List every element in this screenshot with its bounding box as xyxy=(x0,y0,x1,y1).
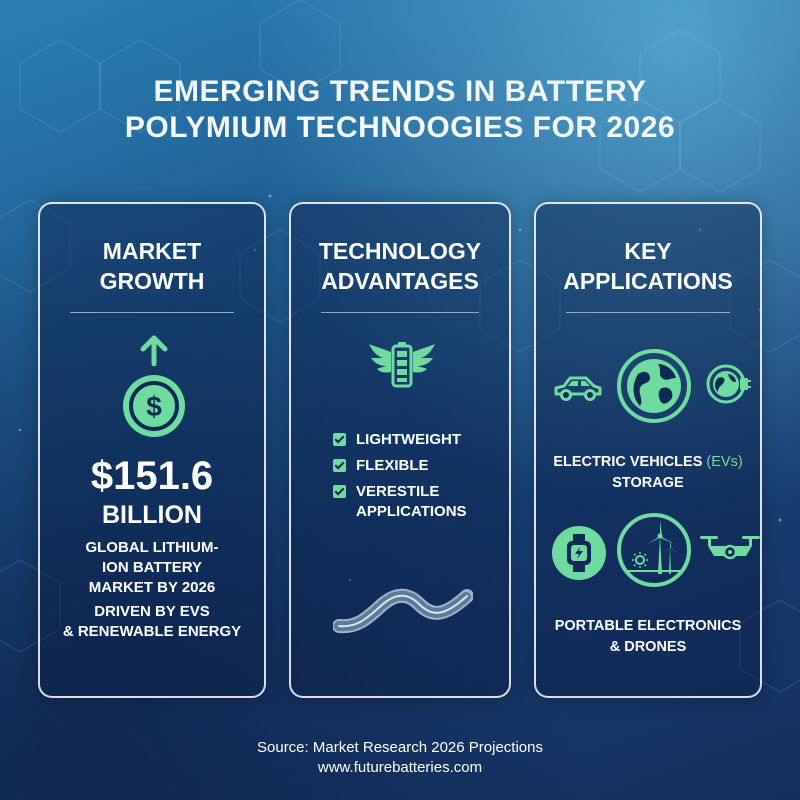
check-icon xyxy=(333,433,346,446)
key-applications-title-line-2: APPLICATIONS xyxy=(563,268,733,294)
advantage-label: FLEXIBLE xyxy=(356,457,429,474)
globe-icon xyxy=(617,349,691,423)
flexible-battery-strip-icon xyxy=(333,588,473,634)
key-applications-title: KEY APPLICATIONS xyxy=(536,236,760,296)
smartwatch-icon xyxy=(552,526,606,580)
ev-label-accent: (EVs) xyxy=(706,454,743,470)
wind-turbine-icon xyxy=(617,513,691,587)
drone-icon xyxy=(700,536,760,560)
globe-plug-icon xyxy=(706,364,751,404)
market-growth-title-line-2: GROWTH xyxy=(99,268,205,294)
technology-advantages-title-line-2: ADVANTAGES xyxy=(321,268,479,294)
source-footer: Source: Market Research 2026 Projections… xyxy=(0,738,800,778)
key-applications-divider xyxy=(566,312,730,313)
advantage-versatile: VERESTILE APPLICATIONS xyxy=(333,482,467,522)
dollar-coin-icon: $ xyxy=(123,375,185,437)
source-website: www.futurebatteries.com xyxy=(317,759,483,776)
ev-storage-label: ELECTRIC VEHICLES (EVs) STORAGE xyxy=(536,452,760,494)
technology-advantages-card: TECHNOLOGY ADVANTAGES LIGHTWEIGHT FLEXIB… xyxy=(289,202,511,698)
market-description-line-2: ION BATTERY xyxy=(102,559,202,576)
car-icon xyxy=(554,376,602,401)
portable-electronics-label: PORTABLE ELECTRONICS & DRONES xyxy=(536,616,760,658)
technology-advantages-divider xyxy=(321,312,479,313)
market-driver-line-2: & RENEWABLE ENERGY xyxy=(62,623,242,640)
check-icon xyxy=(333,459,346,472)
market-description: GLOBAL LITHIUM- ION BATTERY MARKET BY 20… xyxy=(40,538,264,598)
market-description-line-1: GLOBAL LITHIUM- xyxy=(85,539,219,556)
ev-label-line-2: STORAGE xyxy=(612,475,684,491)
market-driver: DRIVEN BY EVS & RENEWABLE ENERGY xyxy=(40,602,264,642)
market-growth-card: MARKET GROWTH $ $151.6 BILLION GLOBAL LI… xyxy=(38,202,266,698)
key-applications-title-line-1: KEY xyxy=(624,238,672,264)
arrow-up-icon xyxy=(140,335,168,366)
technology-advantages-title: TECHNOLOGY ADVANTAGES xyxy=(291,236,509,296)
advantage-label: LIGHTWEIGHT xyxy=(356,431,461,448)
market-driver-line-1: DRIVEN BY EVS xyxy=(94,603,210,620)
market-value: $151.6 xyxy=(90,454,214,498)
advantages-list: LIGHTWEIGHT FLEXIBLE VERESTILE APPLICATI… xyxy=(333,430,467,528)
title-line-1: EMERGING TRENDS IN BATTERY xyxy=(153,75,647,108)
key-applications-card: KEY APPLICATIONS ELECTRIC VEHICLES (EVs)… xyxy=(534,202,762,698)
source-citation: Source: Market Research 2026 Projections xyxy=(257,739,543,756)
market-growth-divider xyxy=(70,312,234,313)
market-growth-title: MARKET GROWTH xyxy=(40,236,264,296)
advantage-label: VERESTILE APPLICATIONS xyxy=(356,483,467,520)
technology-advantages-title-line-1: TECHNOLOGY xyxy=(318,238,482,264)
infographic-title: EMERGING TRENDS IN BATTERY POLYMIUM TECH… xyxy=(0,74,800,146)
advantage-flexible: FLEXIBLE xyxy=(333,456,467,476)
svg-text:$: $ xyxy=(146,391,162,422)
ev-label-text: ELECTRIC VEHICLES xyxy=(553,454,707,470)
check-icon xyxy=(333,485,346,498)
market-value-unit: BILLION xyxy=(102,501,202,529)
portable-label-line-1: PORTABLE ELECTRONICS xyxy=(554,618,742,634)
winged-battery-icon xyxy=(369,342,435,388)
market-growth-title-line-1: MARKET xyxy=(102,238,202,264)
portable-label-line-2: & DRONES xyxy=(609,639,687,655)
advantage-lightweight: LIGHTWEIGHT xyxy=(333,430,467,450)
title-line-2: POLYMIUM TECHNOOGIES FOR 2026 xyxy=(124,111,676,144)
market-description-line-3: MARKET BY 2026 xyxy=(88,579,216,596)
